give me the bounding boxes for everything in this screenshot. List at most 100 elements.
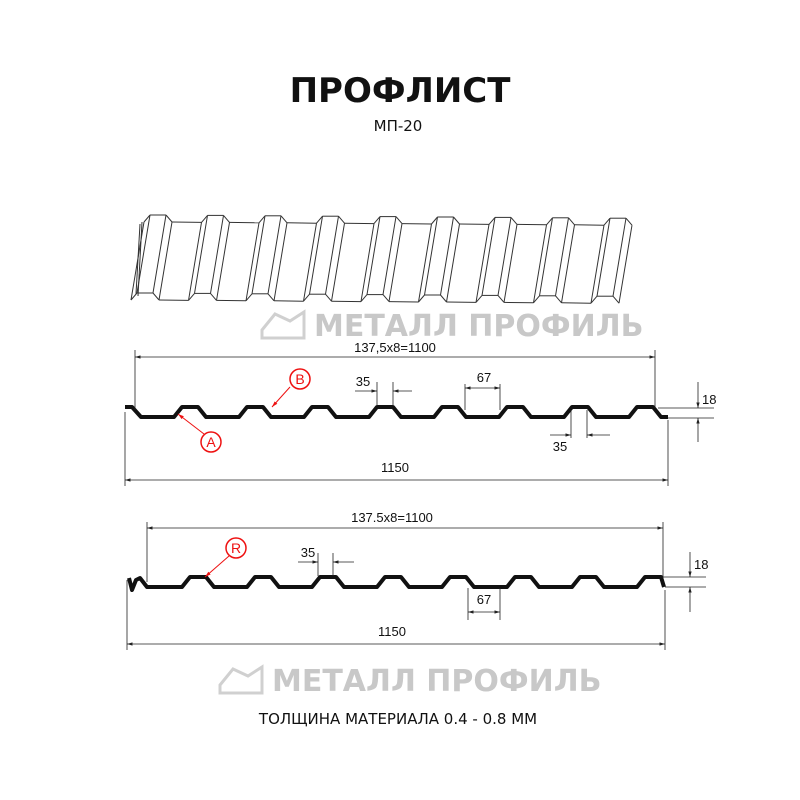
sheet-edge: [130, 292, 138, 301]
sheet-edge: [135, 223, 141, 295]
callout-r: [225, 537, 247, 559]
sheet-edge: [440, 216, 454, 296]
sheet-edge: [590, 225, 605, 304]
sheet-edge: [618, 225, 633, 304]
sheet-edge: [210, 215, 224, 294]
sheet-edge: [395, 216, 403, 224]
sheet-edge: [431, 216, 438, 225]
sheet-edge: [360, 223, 375, 302]
sheet-edge: [440, 294, 447, 303]
sheet-edge: [568, 217, 575, 226]
profile-a-outline: [125, 405, 668, 419]
sheet-edge: [546, 217, 553, 226]
dimension-height: 18: [702, 392, 716, 407]
profile-b-outline: [127, 575, 666, 592]
sheet-edge: [188, 222, 202, 301]
dimension-rib-bottom: 35: [553, 439, 567, 454]
sheet-edge: [245, 293, 253, 302]
sheet-edge: [210, 293, 217, 301]
dimension-rib-top: 35: [356, 374, 370, 389]
sheet-edge: [475, 224, 490, 303]
sheet-edge: [188, 293, 195, 301]
dimension-valley: 67: [477, 592, 491, 607]
sheet-edge: [245, 222, 260, 301]
page-title: ПРОФЛИСТ: [290, 71, 512, 111]
sheet-edge: [338, 215, 345, 224]
sheet-edge: [158, 221, 173, 301]
dimension-total: 1150: [378, 624, 406, 639]
dimension-total: 1150: [381, 460, 409, 475]
sheet-edge: [533, 224, 547, 303]
watermark-logo-2: МЕТАЛЛ ПРОФИЛЬ: [218, 664, 602, 699]
callout-a-label: A: [206, 434, 216, 450]
sheet-edge: [555, 217, 569, 296]
sheet-edge: [539, 217, 553, 296]
sheet-edge: [273, 222, 288, 301]
sheet-edge: [603, 217, 611, 226]
dimension-pitch: 137,5x8=1100: [354, 340, 436, 355]
watermark-logo-1: МЕТАЛЛ ПРОФИЛЬ: [260, 309, 644, 344]
dimension-height: 18: [694, 557, 708, 572]
sheet-edge: [152, 292, 160, 301]
sheet-edge: [258, 215, 266, 224]
sheet-edge: [143, 214, 151, 223]
sheet-edge: [612, 218, 627, 297]
sheet-edge: [497, 217, 512, 296]
sheet-edge: [152, 214, 167, 294]
dimension-valley: 67: [477, 370, 491, 385]
sheet-edge: [424, 216, 438, 296]
material-thickness: ТОЛЩИНА МАТЕРИАЛА 0.4 - 0.8 ММ: [258, 710, 537, 728]
sheet-3d-view: [130, 214, 633, 304]
callout-b: [289, 368, 311, 390]
sheet-edge: [510, 217, 518, 225]
sheet-edge: [316, 215, 323, 224]
sheet-edge: [360, 294, 368, 302]
sheet-edge: [366, 216, 381, 295]
sheet-edge: [382, 216, 397, 295]
sheet-edge: [331, 223, 345, 302]
sheet-edge: [625, 217, 633, 226]
sheet-edge: [382, 294, 390, 302]
sheet-edge: [137, 221, 143, 297]
sheet-edge: [612, 295, 620, 304]
sheet-edge: [201, 215, 208, 223]
callout-r-label: R: [231, 540, 241, 556]
sheet-edge: [488, 217, 496, 225]
dimension-rib-top: 35: [301, 545, 315, 560]
sheet-edge: [555, 295, 562, 304]
sheet-edge: [325, 293, 332, 302]
profile-a: 137,5x8=1100 1150 35 67 35 18 B A: [124, 340, 716, 486]
sheet-edge: [373, 216, 381, 224]
sheet-edge: [533, 295, 540, 304]
dimension-pitch: 137.5x8=1100: [351, 510, 433, 525]
callout-a: [200, 431, 222, 453]
sheet-edge: [194, 215, 208, 294]
profile-b: 137.5x8=1100 1150 35 67 18 R: [126, 510, 708, 650]
sheet-edge: [497, 295, 505, 303]
sheet-edge: [267, 215, 282, 294]
callout-b-label: B: [295, 371, 304, 387]
sheet-edge: [446, 223, 460, 303]
sheet-edge: [251, 215, 266, 294]
sheet-edge: [481, 217, 496, 296]
sheet-edge: [418, 294, 425, 303]
sheet-edge: [596, 218, 611, 297]
sheet-edge: [309, 216, 323, 295]
sheet-edge: [303, 223, 317, 302]
sheet-edge: [388, 223, 403, 302]
sheet-edge: [267, 293, 275, 302]
model-name: МП-20: [374, 117, 423, 135]
sheet-edge: [590, 295, 598, 304]
sheet-edge: [280, 215, 288, 224]
sheet-edge: [453, 216, 460, 225]
sheet-edge: [165, 214, 173, 223]
sheet-edge: [475, 295, 483, 303]
sheet-edge: [303, 293, 310, 302]
watermark-text: МЕТАЛЛ ПРОФИЛЬ: [314, 309, 644, 344]
sheet-edge: [418, 223, 432, 303]
sheet-edge: [561, 224, 575, 303]
sheet-edge: [223, 215, 230, 223]
sheet-edge: [325, 216, 339, 295]
watermark-text: МЕТАЛЛ ПРОФИЛЬ: [272, 664, 602, 699]
